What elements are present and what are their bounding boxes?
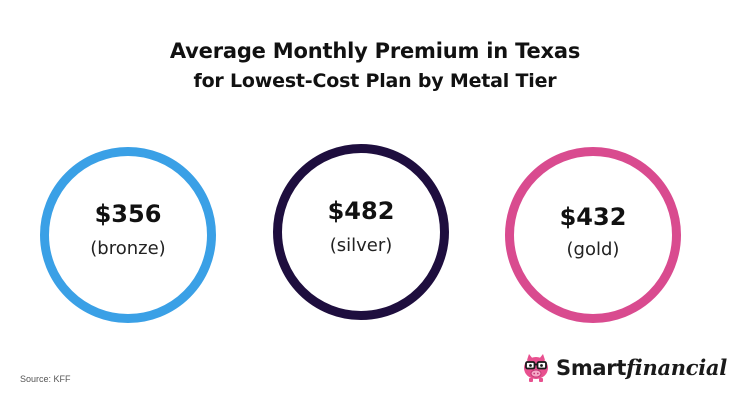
logo-smart: Smart: [556, 356, 627, 380]
chart-title: Average Monthly Premium in Texas: [169, 39, 581, 63]
tier-label: (bronze): [90, 238, 166, 259]
stat-circle-bronze: $356 (bronze): [40, 147, 216, 323]
stat-circle-silver: $482 (silver): [273, 144, 449, 320]
value-label: $356: [94, 200, 162, 228]
tier-label: (gold): [566, 239, 620, 260]
value-label: $432: [559, 203, 627, 231]
smartfinancial-logo: Smartfinancial: [522, 350, 732, 386]
logo-wordmark: Smartfinancial: [556, 355, 727, 381]
logo-financial: financial: [626, 355, 727, 380]
source-note: Source: KFF: [20, 374, 71, 384]
value-label: $482: [327, 197, 395, 225]
chart-subtitle: for Lowest-Cost Plan by Metal Tier: [193, 70, 557, 92]
chart-title-block: Average Monthly Premium in Texas for Low…: [0, 36, 750, 96]
piggy-bank-glasses-icon: [524, 354, 548, 382]
tier-label: (silver): [329, 235, 393, 256]
stat-circle-gold: $432 (gold): [505, 147, 681, 323]
